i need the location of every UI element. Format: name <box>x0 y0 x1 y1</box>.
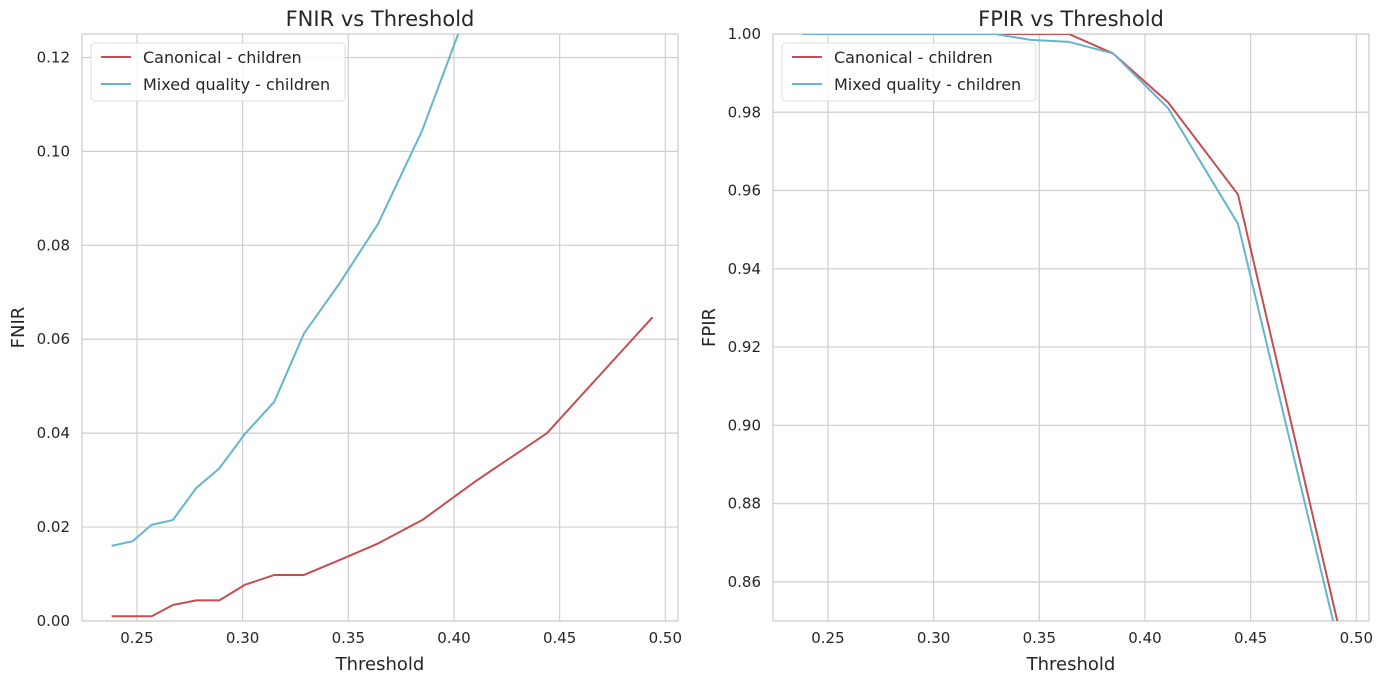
y-tick-label: 0.02 <box>37 518 70 536</box>
y-axis-label: FNIR <box>8 307 29 349</box>
x-tick-label: 0.25 <box>120 629 153 647</box>
legend-label: Canonical - children <box>834 48 993 67</box>
y-tick-label: 0.98 <box>728 103 761 121</box>
series-line-canonical <box>802 34 1339 621</box>
y-tick-label: 0.86 <box>728 573 761 591</box>
series-line-mixed-quality <box>111 34 460 547</box>
y-tick-label: 0.92 <box>728 338 761 356</box>
legend-box <box>781 42 1037 102</box>
y-axis-label: FPIR <box>699 308 720 347</box>
chart-panel-1: 0.25 0.30 0.35 0.40 0.45 0.50 0.00 0.02 0.04 0.06… <box>8 7 682 675</box>
chart-title: FPIR vs Threshold <box>978 7 1164 31</box>
series-line-mixed-quality <box>802 34 1335 621</box>
y-tick-label: 0.08 <box>37 236 70 254</box>
x-axis-label: Threshold <box>335 654 425 675</box>
x-tick-label: 0.40 <box>1128 629 1161 647</box>
y-tick-label: 0.94 <box>728 260 761 278</box>
legend-label: Canonical - children <box>143 48 302 67</box>
chart-panel-2: 0.25 0.30 0.35 0.40 0.45 0.50 0.86 0.88 0.90 0.92… <box>699 7 1373 675</box>
y-tick-label: 0.10 <box>37 142 70 160</box>
series-line-canonical <box>111 316 654 618</box>
y-tick-label: 0.06 <box>37 330 70 348</box>
x-tick-label: 0.25 <box>811 629 844 647</box>
x-tick-label: 0.30 <box>917 629 950 647</box>
x-tick-label: 0.45 <box>1234 629 1267 647</box>
y-tick-label: 0.00 <box>37 612 70 630</box>
legend: Canonical - children Mixed quality - chil… <box>781 42 1037 102</box>
y-tick-label: 0.88 <box>728 495 761 513</box>
x-tick-label: 0.45 <box>543 629 576 647</box>
x-axis-label: Threshold <box>1026 654 1116 675</box>
x-tick-label: 0.50 <box>1340 629 1373 647</box>
y-tick-label: 0.04 <box>37 424 70 442</box>
legend-box <box>90 42 346 102</box>
x-tick-label: 0.35 <box>1023 629 1056 647</box>
x-tick-label: 0.30 <box>226 629 259 647</box>
x-tick-label: 0.40 <box>437 629 470 647</box>
plot-area-frame <box>81 33 679 622</box>
chart-title: FNIR vs Threshold <box>286 7 475 31</box>
y-tick-label: 1.00 <box>728 25 761 43</box>
y-tick-label: 0.90 <box>728 416 761 434</box>
legend-label: Mixed quality - children <box>143 75 330 94</box>
legend-label: Mixed quality - children <box>834 75 1021 94</box>
x-tick-label: 0.50 <box>649 629 682 647</box>
plot-area-frame <box>772 33 1370 622</box>
x-tick-label: 0.35 <box>332 629 365 647</box>
y-tick-label: 0.12 <box>37 48 70 66</box>
legend: Canonical - children Mixed quality - chil… <box>90 42 346 102</box>
y-tick-label: 0.96 <box>728 182 761 200</box>
